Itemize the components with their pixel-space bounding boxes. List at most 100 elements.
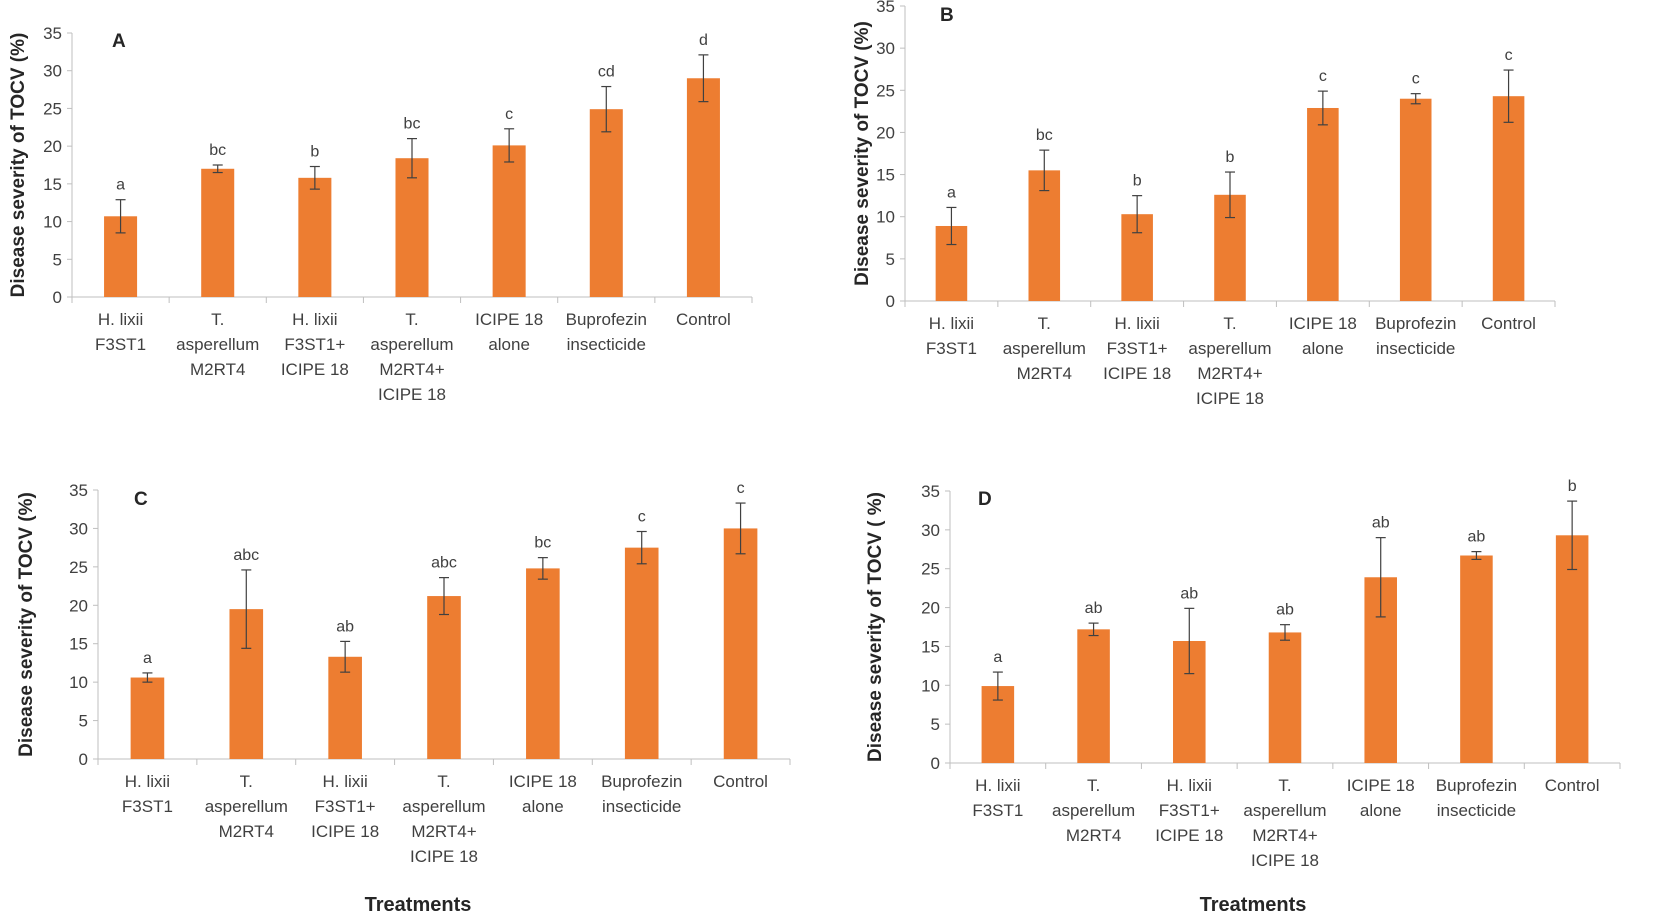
panel-label: D [978, 489, 992, 510]
significance-letter: bc [209, 142, 226, 159]
bar [395, 158, 429, 297]
x-tick-label-line: asperellum [402, 797, 485, 816]
x-tick-label-line: H. lixii [929, 314, 974, 333]
y-tick-label: 35 [43, 24, 62, 43]
x-tick-label-line: H. lixii [292, 310, 337, 329]
bar [526, 568, 560, 759]
x-tick-label-line: insecticide [1437, 801, 1516, 820]
x-tick-label-line: T. [437, 772, 450, 791]
x-tick-label-line: alone [522, 797, 564, 816]
bar [1492, 96, 1525, 301]
x-tick-label-line: ICIPE 18 [378, 385, 446, 404]
x-tick-label: ICIPE 18 alone [1289, 314, 1357, 358]
bar [1268, 632, 1302, 763]
y-axis-title: Disease severity of TOCV (%) [852, 21, 873, 286]
y-tick-label: 10 [43, 213, 62, 232]
x-tick-label-line: M2RT4+ [379, 360, 444, 379]
x-tick-label: H. lixii F3ST1+ ICIPE 18 [1155, 776, 1223, 845]
x-tick-label-line: asperellum [205, 797, 288, 816]
bar [1077, 629, 1110, 763]
x-tick-label-line: F3ST1 [95, 335, 146, 354]
x-tick-label-line: Control [1481, 314, 1536, 333]
bar [723, 528, 758, 759]
y-tick-label: 20 [876, 123, 895, 142]
significance-letter: ab [1085, 600, 1103, 617]
x-tick-label-line: M2RT4+ [1197, 364, 1262, 383]
y-tick-label: 0 [53, 288, 62, 307]
x-tick-label-line: H. lixii [98, 310, 143, 329]
y-tick-label: 20 [69, 596, 88, 615]
x-tick-label-line: F3ST1+ [284, 335, 345, 354]
bar [328, 656, 362, 759]
x-tick-label: H. lixii F3ST1+ ICIPE 18 [281, 310, 349, 379]
significance-letter: ab [1372, 515, 1390, 532]
x-tick-label: T. asperellum M2RT4 [1003, 314, 1086, 383]
significance-letter: ab [1276, 602, 1294, 619]
x-tick-label-line: F3ST1+ [1107, 339, 1168, 358]
x-tick-label-line: M2RT4 [1017, 364, 1072, 383]
x-tick-label-line: M2RT4 [190, 360, 245, 379]
significance-letter: c [505, 106, 513, 123]
x-tick-label-line: T. [1038, 314, 1051, 333]
x-tick-label-line: T. [240, 772, 253, 791]
x-tick-label-line: H. lixii [125, 772, 170, 791]
y-tick-label: 15 [43, 175, 62, 194]
y-tick-label: 30 [69, 519, 88, 538]
x-tick-label-line: insecticide [567, 335, 646, 354]
x-tick-label-line: ICIPE 18 [281, 360, 349, 379]
x-tick-label: Buprofezin insecticide [1375, 314, 1456, 358]
x-tick-label-line: F3ST1 [926, 339, 977, 358]
x-tick-label-line: Buprofezin [1375, 314, 1456, 333]
x-tick-label-line: ICIPE 18 [1251, 851, 1319, 870]
x-tick-label: Control [1481, 314, 1536, 333]
significance-letter: ab [1180, 585, 1198, 602]
x-tick-label: Buprofezin insecticide [601, 772, 682, 816]
x-tick-label-line: asperellum [370, 335, 453, 354]
x-tick-label: T. asperellum M2RT4+ ICIPE 18 [1243, 776, 1326, 870]
significance-letter: b [1226, 149, 1235, 166]
y-tick-label: 15 [876, 166, 895, 185]
x-tick-label: T. asperellum M2RT4 [176, 310, 259, 379]
significance-letter: c [1319, 68, 1327, 85]
x-tick-label-line: asperellum [1003, 339, 1086, 358]
x-tick-label: H. lixii F3ST1+ ICIPE 18 [1103, 314, 1171, 383]
y-tick-label: 25 [876, 81, 895, 100]
x-tick-label: T. asperellum M2RT4+ ICIPE 18 [1188, 314, 1271, 408]
y-tick-label: 35 [876, 0, 895, 16]
x-tick-label-line: T. [1087, 776, 1100, 795]
x-tick-label: Control [1545, 776, 1600, 795]
y-tick-label: 5 [886, 250, 895, 269]
x-tick-label: H. lixii F3ST1 [972, 776, 1023, 820]
y-tick-label: 10 [921, 676, 940, 695]
significance-letter: bc [534, 535, 551, 552]
bar [686, 78, 720, 297]
y-tick-label: 25 [43, 99, 62, 118]
x-tick-label: T. asperellum M2RT4 [1052, 776, 1135, 845]
bar [298, 177, 332, 297]
x-tick-label-line: F3ST1 [122, 797, 173, 816]
x-tick-label: ICIPE 18 alone [475, 310, 543, 354]
x-tick-label-line: ICIPE 18 [1196, 389, 1264, 408]
y-tick-label: 10 [876, 208, 895, 227]
chart-panel-d: 0 5 10 15 20 25 30 35 a H. lixii F3ST1 ab T. asperell… [865, 478, 1621, 916]
x-tick-label-line: insecticide [602, 797, 681, 816]
bar [201, 168, 235, 297]
x-tick-label-line: ICIPE 18 [475, 310, 543, 329]
x-tick-label-line: M2RT4 [1066, 826, 1121, 845]
x-tick-label-line: F3ST1+ [315, 797, 376, 816]
x-tick-label: T. asperellum M2RT4+ ICIPE 18 [370, 310, 453, 404]
x-tick-label: T. asperellum M2RT4 [205, 772, 288, 841]
significance-letter: c [1412, 71, 1420, 88]
significance-letter: b [1568, 478, 1577, 495]
x-axis-title: Treatments [365, 894, 472, 916]
bar [130, 677, 165, 759]
significance-letter: bc [1036, 127, 1053, 144]
x-tick-label: H. lixii F3ST1 [95, 310, 146, 354]
x-tick-label: Control [713, 772, 768, 791]
significance-letter: abc [431, 555, 457, 572]
significance-letter: a [143, 650, 152, 667]
